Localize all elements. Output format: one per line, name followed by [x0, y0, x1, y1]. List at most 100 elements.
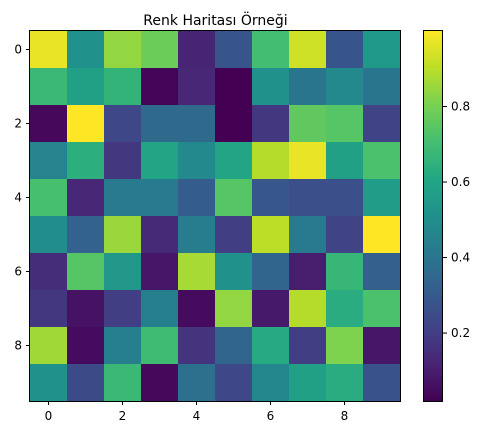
colorbar-tick-label: 0.8 — [451, 100, 470, 114]
heatmap-cell — [363, 31, 401, 69]
heatmap-cell — [141, 216, 179, 254]
heatmap-cell — [178, 216, 216, 254]
heatmap-cell — [141, 253, 179, 291]
heatmap-cell — [141, 68, 179, 106]
heatmap-frame — [29, 30, 401, 402]
heatmap-cell — [178, 179, 216, 217]
heatmap-cell — [326, 68, 364, 106]
heatmap-cell — [104, 216, 142, 254]
heatmap-cell — [326, 364, 364, 402]
heatmap-cell — [67, 364, 105, 402]
heatmap-cell — [363, 105, 401, 143]
y-tick-label: 0 — [14, 43, 22, 57]
heatmap-cell — [30, 253, 68, 291]
heatmap-cell — [141, 364, 179, 402]
colorbar-tick-label: 0.6 — [451, 175, 470, 189]
heatmap-cell — [178, 290, 216, 328]
heatmap-cell — [104, 364, 142, 402]
heatmap-cell — [252, 179, 290, 217]
heatmap-cell — [363, 142, 401, 180]
heatmap-cell — [252, 290, 290, 328]
heatmap-cell — [104, 105, 142, 143]
heatmap-cell — [67, 179, 105, 217]
heatmap-cell — [326, 290, 364, 328]
heatmap-cell — [215, 253, 253, 291]
heatmap-cell — [252, 216, 290, 254]
heatmap-cell — [215, 290, 253, 328]
heatmap-cell — [141, 142, 179, 180]
heatmap-cell — [215, 216, 253, 254]
heatmap-cell — [67, 105, 105, 143]
heatmap-cell — [289, 253, 327, 291]
heatmap-cell — [178, 253, 216, 291]
y-tick-label: 6 — [14, 265, 22, 279]
heatmap-cell — [67, 216, 105, 254]
heatmap-cell — [289, 105, 327, 143]
heatmap-cell — [252, 31, 290, 69]
heatmap-cell — [141, 290, 179, 328]
heatmap-cell — [141, 179, 179, 217]
heatmap-cell — [30, 31, 68, 69]
colorbar-axis: 0.2 0.4 0.6 0.8 — [443, 100, 470, 340]
heatmap-cell — [67, 142, 105, 180]
heatmap-cell — [30, 68, 68, 106]
heatmap-cell — [178, 142, 216, 180]
colorbar — [423, 30, 443, 402]
heatmap-cell — [363, 68, 401, 106]
heatmap-cell — [141, 105, 179, 143]
colorbar-tick-label: 0.2 — [451, 326, 470, 340]
heatmap-cell — [252, 142, 290, 180]
heatmap-cell — [215, 327, 253, 365]
heatmap-cell — [289, 31, 327, 69]
heatmap-cell — [289, 327, 327, 365]
x-tick-label: 4 — [193, 409, 201, 423]
heatmap-cell — [67, 327, 105, 365]
heatmap-cell — [67, 68, 105, 106]
heatmap-cell — [178, 31, 216, 69]
heatmap-cell — [252, 105, 290, 143]
heatmap-cell — [67, 31, 105, 69]
heatmap-cell — [178, 68, 216, 106]
heatmap-cell — [289, 179, 327, 217]
heatmap-cell — [252, 364, 290, 402]
heatmap-cell — [104, 290, 142, 328]
heatmap-cell — [30, 290, 68, 328]
heatmap-cell — [30, 364, 68, 402]
heatmap-cell — [178, 105, 216, 143]
chart-title: Renk Haritası Örneği — [143, 11, 287, 29]
heatmap-cell — [289, 142, 327, 180]
heatmap-cell — [178, 364, 216, 402]
x-tick-label: 8 — [341, 409, 349, 423]
heatmap-cell — [326, 142, 364, 180]
heatmap-cell — [67, 290, 105, 328]
heatmap-cell — [104, 68, 142, 106]
heatmap-cell — [215, 142, 253, 180]
heatmap-cell — [67, 253, 105, 291]
heatmap-cell — [252, 327, 290, 365]
heatmap-cell — [252, 68, 290, 106]
heatmap-cell — [215, 179, 253, 217]
x-tick-label: 6 — [267, 409, 275, 423]
heatmap-cell — [215, 68, 253, 106]
x-tick-label: 2 — [119, 409, 127, 423]
y-tick-label: 4 — [14, 191, 22, 205]
heatmap-cell — [141, 327, 179, 365]
heatmap-cell — [326, 179, 364, 217]
heatmap-cell — [141, 31, 179, 69]
heatmap-cell — [30, 216, 68, 254]
heatmap-cell — [104, 327, 142, 365]
y-tick-label: 8 — [14, 339, 22, 353]
heatmap-cell — [30, 105, 68, 143]
heatmap-cell — [289, 216, 327, 254]
heatmap-cell — [326, 31, 364, 69]
heatmap-cell — [178, 327, 216, 365]
heatmap-cell — [363, 364, 401, 402]
x-tick-label: 0 — [45, 409, 53, 423]
heatmap-cell — [363, 253, 401, 291]
heatmap-cell — [30, 179, 68, 217]
heatmap-cell — [363, 179, 401, 217]
heatmap-cell — [30, 327, 68, 365]
heatmap-cell — [289, 290, 327, 328]
heatmap-cell — [104, 142, 142, 180]
heatmap-cell — [30, 142, 68, 180]
